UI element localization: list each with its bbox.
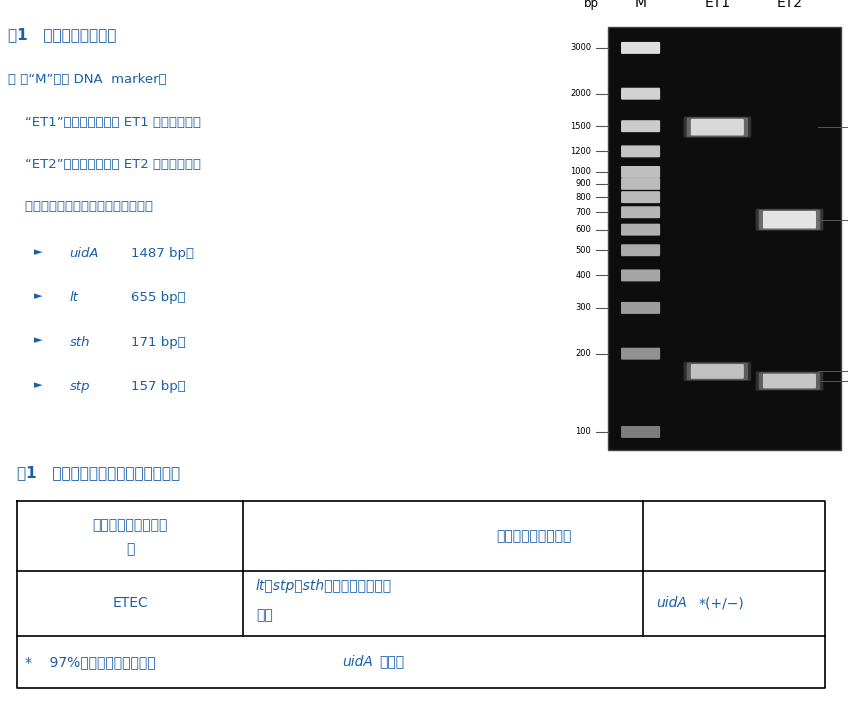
Text: 1200: 1200 xyxy=(570,147,591,156)
FancyBboxPatch shape xyxy=(687,118,748,137)
Text: 表1   反应产物目标条带与型别对照表: 表1 反应产物目标条带与型别对照表 xyxy=(17,465,180,480)
Text: 阳性: 阳性 xyxy=(256,608,273,623)
FancyBboxPatch shape xyxy=(683,362,751,381)
Text: bp: bp xyxy=(584,0,598,10)
FancyBboxPatch shape xyxy=(621,223,660,235)
FancyBboxPatch shape xyxy=(621,120,660,132)
Text: 2000: 2000 xyxy=(570,90,591,98)
Text: 1500: 1500 xyxy=(570,122,591,130)
Text: 1487 bp；: 1487 bp； xyxy=(131,247,194,259)
Text: 图1   阳性对照反应产物: 图1 阳性对照反应产物 xyxy=(8,27,116,42)
Text: stp: stp xyxy=(70,380,90,393)
Text: 157 bp。: 157 bp。 xyxy=(131,380,185,393)
Text: uidA: uidA xyxy=(343,655,373,669)
Text: ►: ► xyxy=(34,336,42,345)
Text: lt，stp，sth中一条或一条以上: lt，stp，sth中一条或一条以上 xyxy=(256,580,392,594)
FancyBboxPatch shape xyxy=(763,211,816,228)
Text: *    97%以上大肠埃希氏菌为: * 97%以上大肠埃希氏菌为 xyxy=(25,655,160,669)
FancyBboxPatch shape xyxy=(691,119,744,135)
FancyBboxPatch shape xyxy=(759,209,820,230)
Text: 别: 别 xyxy=(126,542,134,556)
FancyBboxPatch shape xyxy=(691,364,744,379)
FancyBboxPatch shape xyxy=(621,191,660,203)
Text: “ET1”表示冻干粉试剂 ET1 阳性对照结果: “ET1”表示冻干粉试剂 ET1 阳性对照结果 xyxy=(8,116,201,128)
FancyBboxPatch shape xyxy=(763,374,816,388)
Text: 600: 600 xyxy=(575,225,591,234)
Text: 655 bp；: 655 bp； xyxy=(131,291,185,304)
Text: 900: 900 xyxy=(575,179,591,188)
Text: 阳性。: 阳性。 xyxy=(379,655,405,669)
Text: lt: lt xyxy=(70,291,78,304)
Text: ►: ► xyxy=(34,291,42,301)
FancyBboxPatch shape xyxy=(756,209,824,231)
Text: 200: 200 xyxy=(575,349,591,358)
FancyBboxPatch shape xyxy=(621,426,660,438)
Text: 800: 800 xyxy=(575,192,591,202)
Text: “ET2”表示冻干粉试剂 ET2 阳性对照结果: “ET2”表示冻干粉试剂 ET2 阳性对照结果 xyxy=(8,158,201,171)
FancyBboxPatch shape xyxy=(621,178,660,190)
FancyBboxPatch shape xyxy=(756,372,824,391)
Text: 400: 400 xyxy=(575,271,591,280)
Text: M: M xyxy=(635,0,647,10)
FancyBboxPatch shape xyxy=(759,372,820,390)
FancyBboxPatch shape xyxy=(687,362,748,380)
FancyBboxPatch shape xyxy=(621,348,660,360)
Text: 171 bp；: 171 bp； xyxy=(131,336,185,348)
Text: 1000: 1000 xyxy=(570,168,591,176)
FancyBboxPatch shape xyxy=(621,166,660,178)
Text: *(+/−): *(+/−) xyxy=(699,596,745,611)
FancyBboxPatch shape xyxy=(621,244,660,256)
FancyBboxPatch shape xyxy=(621,302,660,314)
Text: 3000: 3000 xyxy=(570,44,591,52)
Text: ET1: ET1 xyxy=(705,0,730,10)
Text: uidA: uidA xyxy=(70,247,99,259)
FancyBboxPatch shape xyxy=(621,145,660,157)
FancyBboxPatch shape xyxy=(621,87,660,99)
FancyBboxPatch shape xyxy=(683,116,751,137)
Text: uidA: uidA xyxy=(655,596,687,611)
Text: 目标条带的种类组合: 目标条带的种类组合 xyxy=(496,529,572,543)
Text: 300: 300 xyxy=(575,303,591,312)
Text: 700: 700 xyxy=(575,208,591,216)
Bar xyxy=(608,27,841,450)
Text: 注 ：“M”表示 DNA  marker；: 注 ：“M”表示 DNA marker； xyxy=(8,73,167,86)
Text: 500: 500 xyxy=(575,246,591,255)
Text: ►: ► xyxy=(34,247,42,257)
Text: 100: 100 xyxy=(575,427,591,436)
FancyBboxPatch shape xyxy=(621,269,660,281)
FancyBboxPatch shape xyxy=(621,207,660,219)
FancyBboxPatch shape xyxy=(621,42,660,54)
Text: 致泻大肠埃希氏菌类: 致泻大肠埃希氏菌类 xyxy=(93,518,167,532)
Text: sth: sth xyxy=(70,336,90,348)
Text: 所涉及的基因扩增产物长度分别为：: 所涉及的基因扩增产物长度分别为： xyxy=(8,200,154,213)
Text: ET2: ET2 xyxy=(777,0,802,10)
Text: ►: ► xyxy=(34,380,42,390)
Text: ETEC: ETEC xyxy=(112,596,148,611)
